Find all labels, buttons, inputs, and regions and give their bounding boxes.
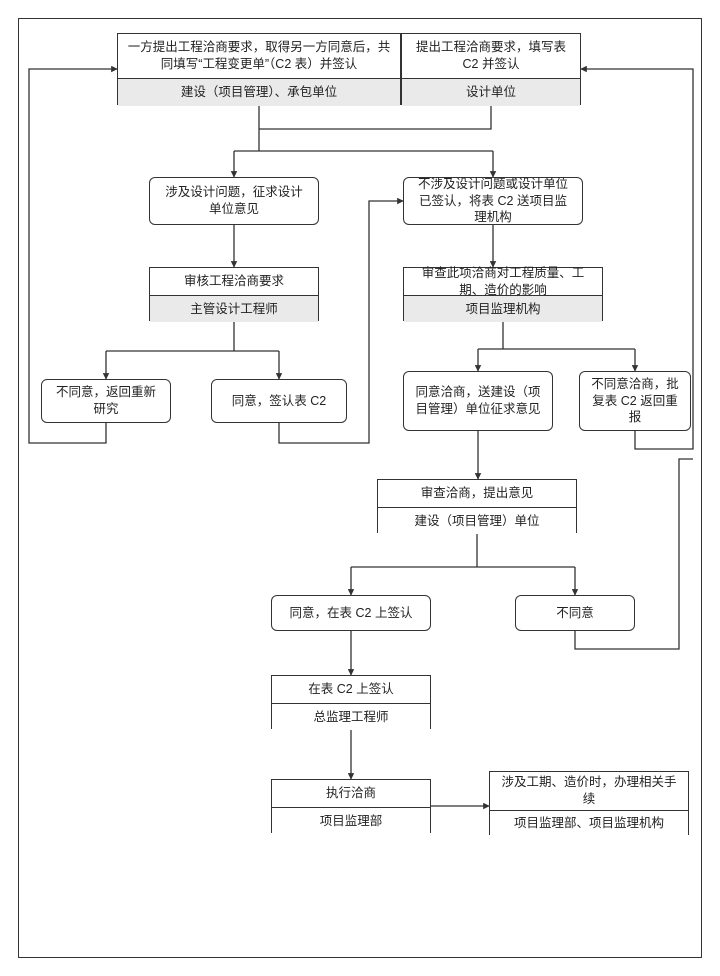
node-n15: 执行洽商项目监理部 bbox=[271, 779, 431, 833]
node-n6: 审查此项洽商对工程质量、工期、造价的影响项目监理机构 bbox=[403, 267, 603, 321]
node-n13: 不同意 bbox=[515, 595, 635, 631]
node-n16-bottom: 项目监理部、项目监理机构 bbox=[490, 810, 688, 836]
node-n10: 不同意洽商，批复表 C2 返回重报 bbox=[579, 371, 691, 431]
node-n4: 不涉及设计问题或设计单位已签认，将表 C2 送项目监理机构 bbox=[403, 177, 583, 225]
node-n11-top: 审查洽商，提出意见 bbox=[378, 480, 576, 507]
node-n6-bottom: 项目监理机构 bbox=[404, 295, 602, 322]
node-n15-bottom: 项目监理部 bbox=[272, 807, 430, 834]
node-n16-top: 涉及工期、造价时，办理相关手续 bbox=[490, 772, 688, 810]
node-n1-top: 一方提出工程洽商要求，取得另一方同意后，共同填写“工程变更单”（C2 表）并签认 bbox=[118, 34, 400, 78]
node-n5-bottom: 主管设计工程师 bbox=[150, 295, 318, 322]
node-n1: 一方提出工程洽商要求，取得另一方同意后，共同填写“工程变更单”（C2 表）并签认… bbox=[117, 33, 401, 105]
node-n1-bottom: 建设（项目管理）、承包单位 bbox=[118, 78, 400, 106]
node-n14: 在表 C2 上签认总监理工程师 bbox=[271, 675, 431, 729]
node-n3: 涉及设计问题，征求设计单位意见 bbox=[149, 177, 319, 225]
node-n8: 同意，签认表 C2 bbox=[211, 379, 347, 423]
node-n14-top: 在表 C2 上签认 bbox=[272, 676, 430, 703]
node-n12: 同意，在表 C2 上签认 bbox=[271, 595, 431, 631]
node-n5-top: 审核工程洽商要求 bbox=[150, 268, 318, 295]
node-n11: 审查洽商，提出意见建设（项目管理）单位 bbox=[377, 479, 577, 533]
node-n5: 审核工程洽商要求主管设计工程师 bbox=[149, 267, 319, 321]
node-n2: 提出工程洽商要求，填写表 C2 并签认设计单位 bbox=[401, 33, 581, 105]
edge bbox=[259, 105, 491, 129]
node-n9: 同意洽商，送建设（项目管理）单位征求意见 bbox=[403, 371, 553, 431]
node-n14-bottom: 总监理工程师 bbox=[272, 703, 430, 730]
node-n2-top: 提出工程洽商要求，填写表 C2 并签认 bbox=[402, 34, 580, 78]
node-n16: 涉及工期、造价时，办理相关手续项目监理部、项目监理机构 bbox=[489, 771, 689, 835]
flowchart-container: 一方提出工程洽商要求，取得另一方同意后，共同填写“工程变更单”（C2 表）并签认… bbox=[18, 18, 702, 958]
node-n6-top: 审查此项洽商对工程质量、工期、造价的影响 bbox=[404, 268, 602, 295]
node-n7: 不同意，返回重新研究 bbox=[41, 379, 171, 423]
node-n15-top: 执行洽商 bbox=[272, 780, 430, 807]
node-n2-bottom: 设计单位 bbox=[402, 78, 580, 106]
node-n11-bottom: 建设（项目管理）单位 bbox=[378, 507, 576, 534]
